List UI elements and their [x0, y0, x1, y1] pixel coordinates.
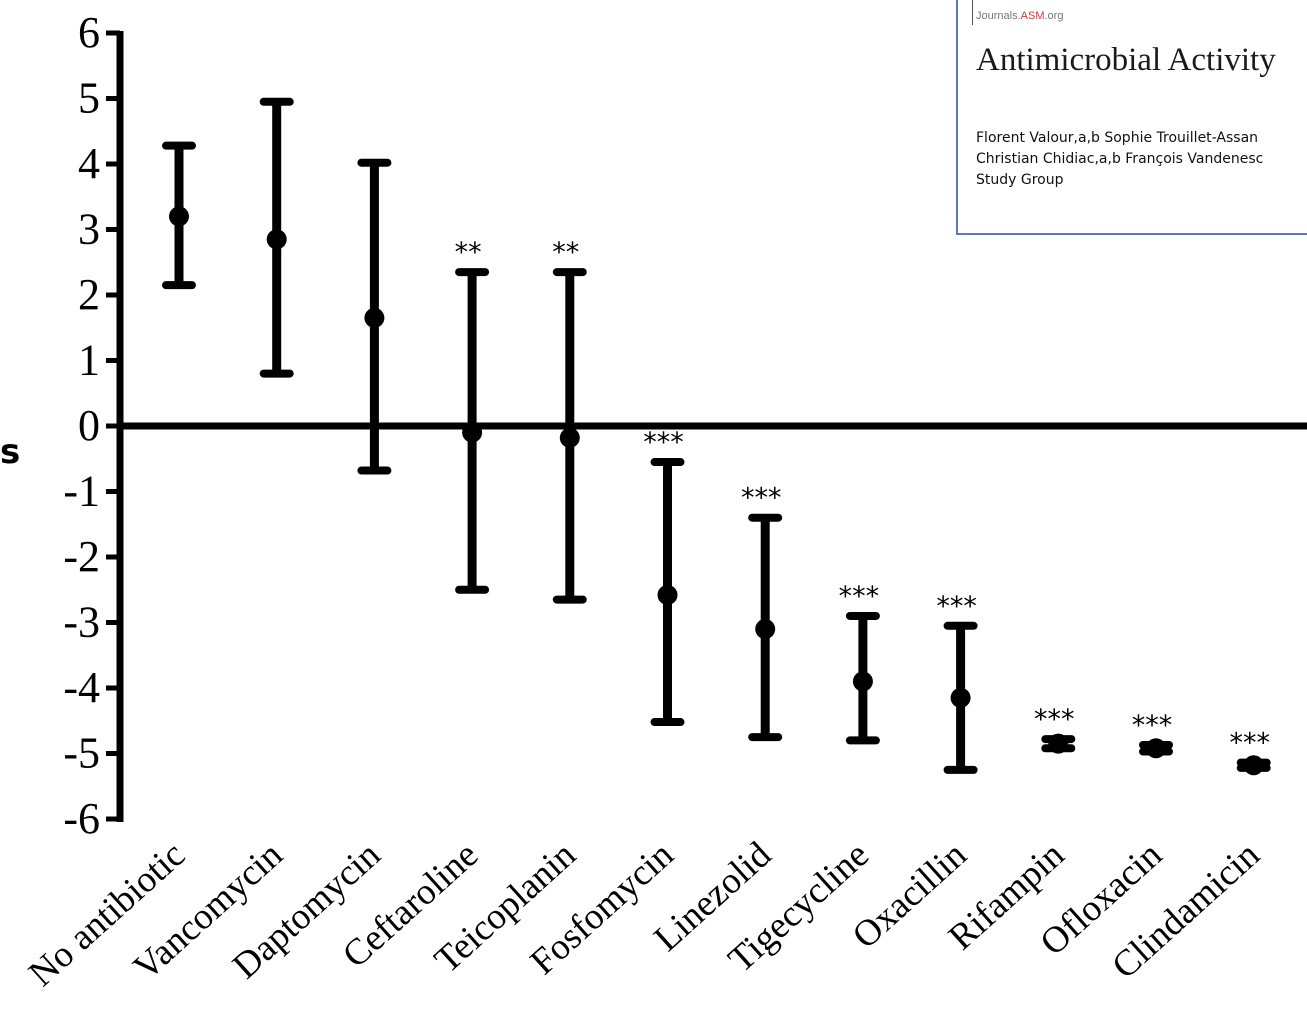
- significance-label: ***: [936, 591, 977, 622]
- data-point: [657, 584, 678, 605]
- error-bar-teicoplanin: [552, 268, 587, 604]
- paper-header-inset: Journals.ASM.org Antimicrobial Activity …: [956, 0, 1307, 235]
- data-point: [1048, 733, 1069, 754]
- y-tick-label: -6: [63, 794, 100, 843]
- error-bar-daptomycin: [357, 158, 392, 475]
- data-point: [169, 206, 189, 227]
- y-tick-label: 4: [78, 139, 100, 188]
- y-tick-label: 1: [78, 336, 100, 385]
- error-bar-ofloxacin: [1139, 738, 1173, 759]
- data-point: [364, 307, 385, 328]
- data-point: [462, 422, 483, 443]
- y-tick-label: -5: [63, 729, 100, 778]
- authors-line-1: Florent Valour,a,b Sophie Trouillet-Assa…: [976, 130, 1259, 146]
- error-bar-no-antibiotic: [162, 141, 196, 290]
- axes: [106, 30, 1307, 822]
- data-point: [755, 619, 776, 640]
- significance-label: **: [455, 237, 482, 268]
- significance-label: ***: [741, 483, 782, 514]
- y-tick-label: 3: [78, 205, 100, 254]
- data-point: [559, 427, 580, 448]
- y-tick-label: -1: [63, 467, 100, 516]
- y-tick-label: -2: [63, 532, 100, 581]
- significance-label: **: [552, 237, 579, 268]
- significance-label: ***: [1132, 710, 1173, 741]
- data-point: [1243, 755, 1264, 776]
- significance-label: ***: [1229, 728, 1270, 759]
- paper-title: Antimicrobial Activity: [976, 42, 1276, 78]
- error-bar-fosfomycin: [650, 458, 685, 727]
- cropped-text-fragment: s: [0, 432, 21, 472]
- y-tick-label: 5: [78, 74, 100, 123]
- significance-label: ***: [1034, 704, 1075, 735]
- error-bar-ceftaroline: [455, 268, 490, 594]
- error-bar-tigecycline: [845, 611, 880, 745]
- error-bar-clindamicin: [1236, 755, 1271, 776]
- authors-line-2: Christian Chidiac,a,b François Vandenesc: [976, 151, 1264, 167]
- error-bar-oxacillin: [943, 621, 978, 774]
- logo-divider: [972, 0, 973, 25]
- y-tick-label: 0: [78, 401, 100, 450]
- significance-label: ***: [643, 427, 684, 458]
- journals-site-label: Journals.ASM.org: [976, 10, 1064, 22]
- data-point: [852, 671, 873, 692]
- y-tick-label: 6: [78, 8, 100, 57]
- data-point: [1146, 738, 1166, 759]
- paper-authors: Florent Valour,a,b Sophie Trouillet-Assa…: [976, 128, 1263, 191]
- error-bar-rifampin: [1041, 733, 1076, 754]
- y-tick-label: 2: [78, 270, 100, 319]
- data-point: [266, 229, 287, 250]
- data-point: [950, 687, 971, 708]
- y-tick-label: -3: [63, 598, 100, 647]
- authors-line-3: Study Group: [976, 172, 1064, 188]
- significance-label: ***: [839, 581, 880, 612]
- error-bar-vancomycin: [259, 97, 294, 378]
- error-bar-linezolid: [748, 513, 783, 742]
- y-tick-label: -4: [63, 663, 100, 712]
- chart-marks: [162, 97, 1271, 776]
